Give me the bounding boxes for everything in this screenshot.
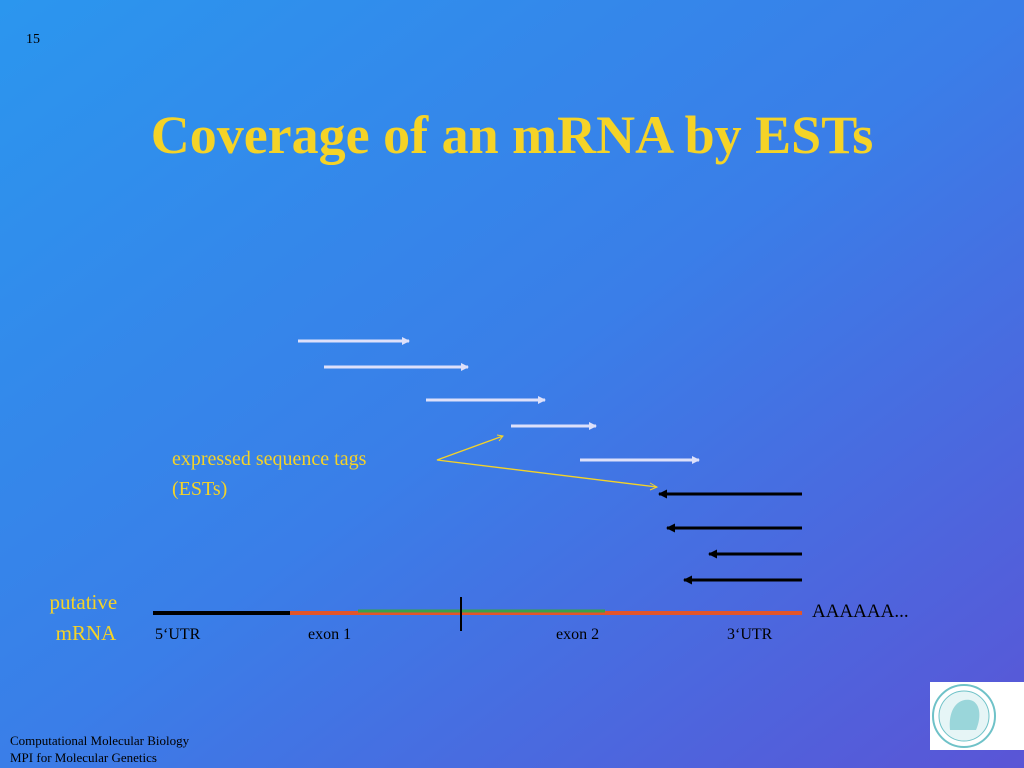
mrna bbox=[153, 597, 802, 631]
pointer-lines bbox=[436, 435, 658, 488]
logo bbox=[930, 682, 1024, 750]
pointer-head bbox=[649, 482, 659, 491]
region-label: exon 2 bbox=[556, 626, 599, 643]
annotation-line: expressed sequence tags bbox=[172, 448, 367, 470]
logo-profile bbox=[949, 699, 980, 730]
region-label: 3‘UTR bbox=[727, 626, 773, 643]
est-arrows-reverse bbox=[658, 489, 802, 585]
mrna-label: putative mRNA bbox=[50, 590, 123, 645]
footer-line: MPI for Molecular Genetics bbox=[10, 750, 157, 765]
title: Coverage of an mRNA by ESTs bbox=[151, 105, 874, 165]
footer: Computational Molecular Biology MPI for … bbox=[10, 733, 192, 765]
est-arrows-forward bbox=[298, 337, 700, 464]
region-label: exon 1 bbox=[308, 626, 351, 643]
mrna-label-line: mRNA bbox=[56, 621, 118, 645]
slide-number: 15 bbox=[26, 32, 40, 47]
pointer bbox=[436, 435, 658, 488]
mrna-label-line: putative bbox=[50, 590, 118, 614]
region-labels: 5‘UTR exon 1 exon 2 3‘UTR bbox=[155, 626, 773, 643]
annotation-line: (ESTs) bbox=[172, 478, 227, 500]
footer-line: Computational Molecular Biology bbox=[10, 733, 190, 748]
pointer-head bbox=[496, 434, 504, 442]
logo-ring bbox=[932, 684, 996, 748]
region-label: 5‘UTR bbox=[155, 626, 201, 643]
poly-a: AAAAAA... bbox=[812, 601, 909, 622]
annotation: expressed sequence tags (ESTs) bbox=[172, 448, 371, 500]
